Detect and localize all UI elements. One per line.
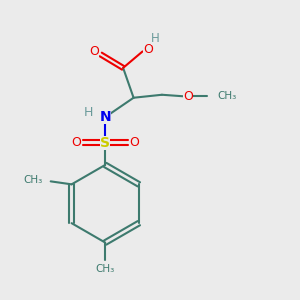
Text: CH₃: CH₃	[96, 264, 115, 274]
Text: CH₃: CH₃	[217, 91, 236, 101]
Text: N: N	[99, 110, 111, 124]
Text: O: O	[183, 90, 193, 103]
Text: O: O	[89, 45, 99, 58]
Text: H: H	[84, 106, 94, 119]
Text: O: O	[71, 136, 81, 149]
Text: O: O	[143, 44, 153, 56]
Text: O: O	[129, 136, 139, 149]
Text: S: S	[100, 136, 110, 149]
Text: H: H	[151, 32, 160, 45]
Text: CH₃: CH₃	[23, 175, 42, 185]
